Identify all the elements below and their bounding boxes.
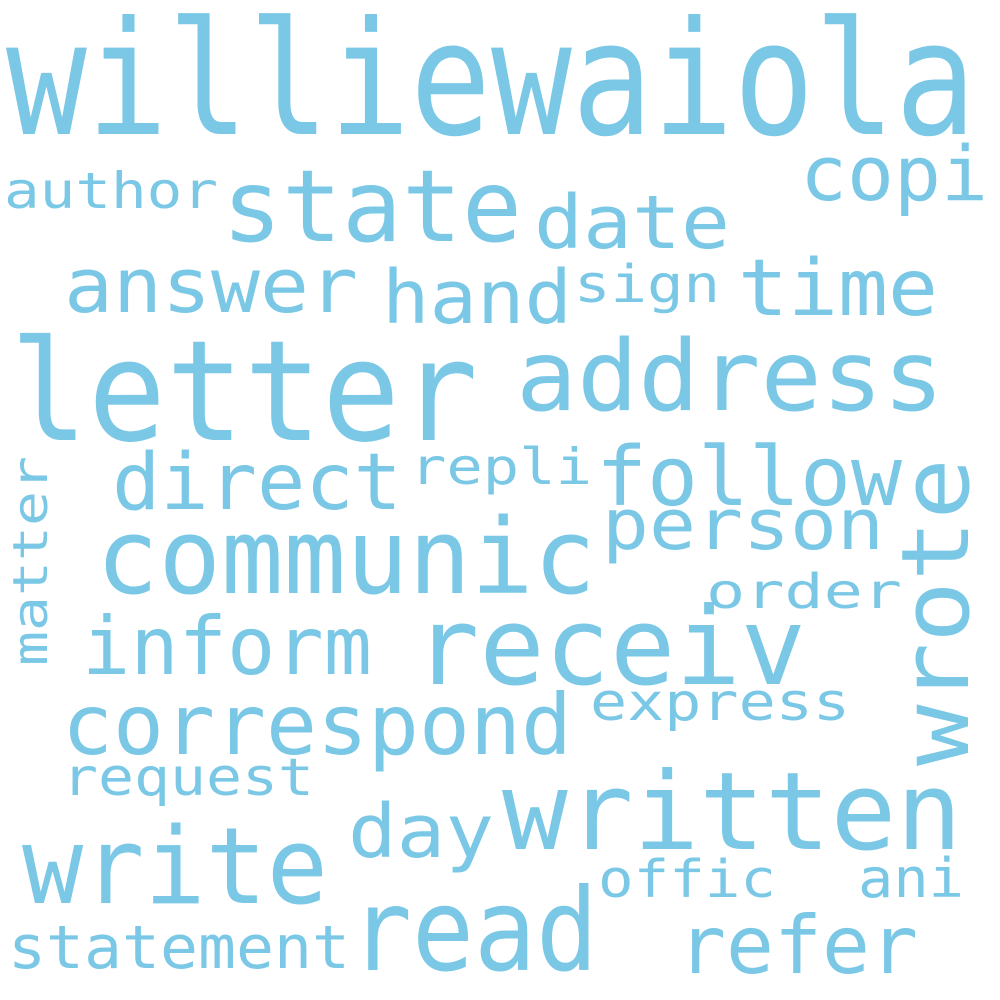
- word-receiv: receiv: [414, 585, 806, 710]
- word-matter: matter: [3, 456, 59, 666]
- word-follow: follow: [596, 430, 903, 525]
- word-person: person: [602, 484, 884, 566]
- word-request: request: [62, 748, 314, 808]
- word-day: day: [348, 789, 494, 875]
- word-refer: refer: [678, 899, 918, 992]
- word-ani: ani: [858, 847, 964, 910]
- word-time: time: [738, 244, 938, 334]
- word-copi: copi: [800, 129, 988, 218]
- word-inform: inform: [82, 600, 372, 693]
- word-address: address: [516, 320, 944, 434]
- word-wrote: wrote: [882, 458, 991, 766]
- word-express: express: [590, 673, 850, 733]
- word-correspond: correspond: [62, 676, 572, 774]
- word-repli: repli: [410, 438, 592, 496]
- word-sign: sign: [574, 255, 720, 315]
- word-state: state: [222, 148, 522, 265]
- word-author: author: [4, 162, 218, 220]
- word-direct: direct: [112, 438, 402, 528]
- word-offic: offic: [598, 850, 776, 910]
- word-williewaiola: williewaiola: [6, 0, 976, 172]
- word-write: write: [22, 805, 328, 928]
- word-communic: communic: [96, 496, 596, 618]
- word-answer: answer: [64, 241, 358, 330]
- word-read: read: [350, 864, 598, 997]
- word-date: date: [534, 180, 730, 266]
- word-written: written: [502, 750, 962, 875]
- word-letter: letter: [10, 311, 478, 474]
- word-order: order: [706, 564, 902, 620]
- word-statement: statement: [8, 913, 350, 983]
- word-hand: hand: [382, 255, 572, 341]
